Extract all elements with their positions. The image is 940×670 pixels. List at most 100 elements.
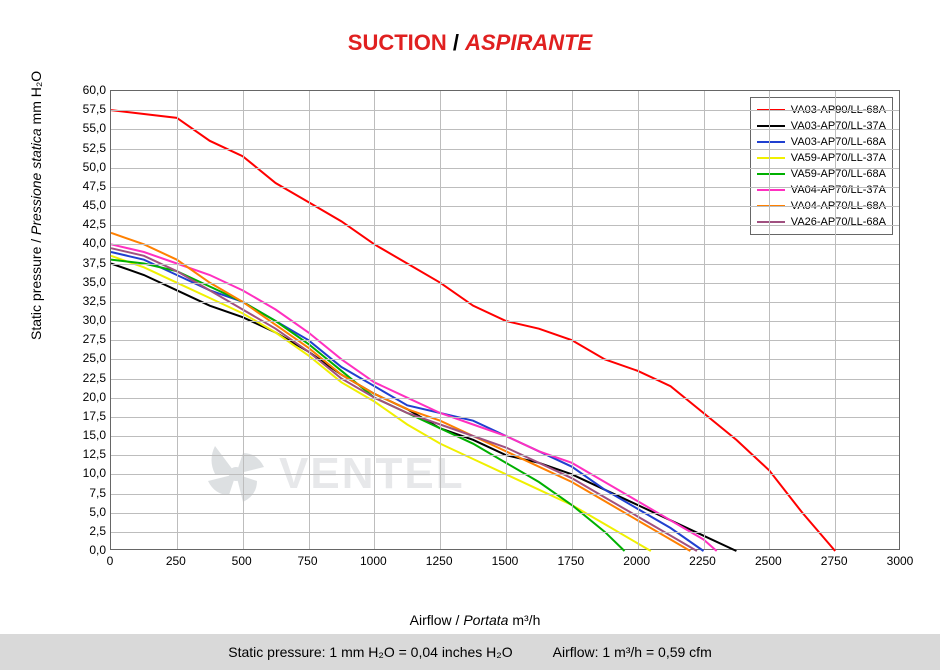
xlabel-italic: Portata <box>463 612 508 628</box>
gridline-v <box>177 91 178 549</box>
chart-area: Static pressure / Pressione statica mm H… <box>40 90 910 590</box>
legend-label: VA26-AP70/LL-68A <box>791 216 886 228</box>
y-tick: 55,0 <box>46 121 106 135</box>
legend: VA03-AP90/LL-68AVA03-AP70/LL-37AVA03-AP7… <box>750 97 893 235</box>
gridline-h <box>111 417 899 418</box>
gridline-h <box>111 340 899 341</box>
y-axis-label: Static pressure / Pressione statica mm H… <box>28 71 44 340</box>
x-tick: 3000 <box>887 554 914 568</box>
x-axis-label: Airflow / Portata m³/h <box>40 612 910 628</box>
gridline-v <box>309 91 310 549</box>
x-tick: 500 <box>232 554 252 568</box>
x-tick: 2500 <box>755 554 782 568</box>
x-tick: 1000 <box>360 554 387 568</box>
y-tick: 12,5 <box>46 447 106 461</box>
y-tick: 37,5 <box>46 256 106 270</box>
legend-row: VA26-AP70/LL-68A <box>757 214 886 230</box>
series-line <box>111 260 625 551</box>
y-tick: 17,5 <box>46 409 106 423</box>
gridline-v <box>638 91 639 549</box>
x-tick: 2000 <box>623 554 650 568</box>
footer-right: Airflow: 1 m³/h = 0,59 cfm <box>553 644 712 660</box>
legend-swatch <box>757 189 785 191</box>
gridline-h <box>111 302 899 303</box>
y-tick: 2,5 <box>46 524 106 538</box>
x-tick: 750 <box>297 554 317 568</box>
xlabel-unit: m³/h <box>508 612 540 628</box>
y-tick: 27,5 <box>46 332 106 346</box>
y-tick: 57,5 <box>46 102 106 116</box>
y-tick: 10,0 <box>46 466 106 480</box>
gridline-h <box>111 359 899 360</box>
title-sep: / <box>447 30 465 55</box>
gridline-v <box>243 91 244 549</box>
y-tick: 40,0 <box>46 236 106 250</box>
gridline-h <box>111 283 899 284</box>
gridline-h <box>111 321 899 322</box>
gridline-h <box>111 513 899 514</box>
legend-swatch <box>757 173 785 175</box>
y-tick: 22,5 <box>46 371 106 385</box>
y-tick: 32,5 <box>46 294 106 308</box>
x-tick: 1500 <box>492 554 519 568</box>
gridline-h <box>111 168 899 169</box>
series-line <box>111 264 736 552</box>
x-tick: 2250 <box>689 554 716 568</box>
gridline-v <box>572 91 573 549</box>
legend-label: VA03-AP70/LL-68A <box>791 136 886 148</box>
legend-row: VA59-AP70/LL-37A <box>757 150 886 166</box>
ylabel-italic: Pressione statica <box>28 128 44 235</box>
y-tick: 7,5 <box>46 486 106 500</box>
gridline-h <box>111 129 899 130</box>
legend-swatch <box>757 221 785 223</box>
gridline-h <box>111 398 899 399</box>
gridline-h <box>111 110 899 111</box>
gridline-h <box>111 149 899 150</box>
y-tick: 35,0 <box>46 275 106 289</box>
x-tick: 1750 <box>557 554 584 568</box>
legend-swatch <box>757 125 785 127</box>
ylabel-unit: mm H₂O <box>28 71 44 129</box>
xlabel-sep: / <box>452 612 464 628</box>
y-tick: 45,0 <box>46 198 106 212</box>
legend-label: VA04-AP70/LL-37A <box>791 184 886 196</box>
gridline-h <box>111 474 899 475</box>
x-tick: 2750 <box>821 554 848 568</box>
y-tick: 52,5 <box>46 141 106 155</box>
legend-label: VA59-AP70/LL-37A <box>791 152 886 164</box>
gridline-h <box>111 436 899 437</box>
y-tick: 50,0 <box>46 160 106 174</box>
gridline-v <box>704 91 705 549</box>
y-tick: 60,0 <box>46 83 106 97</box>
series-line <box>111 110 835 551</box>
gridline-v <box>440 91 441 549</box>
gridline-h <box>111 187 899 188</box>
title-italic: ASPIRANTE <box>465 30 592 55</box>
xlabel-regular: Airflow <box>410 612 452 628</box>
y-tick: 30,0 <box>46 313 106 327</box>
y-tick: 15,0 <box>46 428 106 442</box>
gridline-h <box>111 206 899 207</box>
legend-swatch <box>757 141 785 143</box>
title-regular: SUCTION <box>348 30 447 55</box>
ylabel-regular: Static pressure <box>28 247 44 340</box>
plot-region: VENTEL VA03-AP90/LL-68AVA03-AP70/LL-37AV… <box>110 90 900 550</box>
legend-row: VA03-AP70/LL-37A <box>757 118 886 134</box>
footer-left: Static pressure: 1 mm H₂O = 0,04 inches … <box>228 644 512 660</box>
x-tick: 0 <box>107 554 114 568</box>
y-tick: 0,0 <box>46 543 106 557</box>
y-tick: 47,5 <box>46 179 106 193</box>
gridline-v <box>835 91 836 549</box>
y-tick: 20,0 <box>46 390 106 404</box>
y-tick: 5,0 <box>46 505 106 519</box>
legend-row: VA04-AP70/LL-37A <box>757 182 886 198</box>
legend-swatch <box>757 157 785 159</box>
y-tick: 25,0 <box>46 351 106 365</box>
ylabel-sep: / <box>28 235 44 247</box>
gridline-h <box>111 379 899 380</box>
gridline-h <box>111 225 899 226</box>
gridline-h <box>111 455 899 456</box>
gridline-h <box>111 494 899 495</box>
chart-title: SUCTION / ASPIRANTE <box>0 0 940 56</box>
gridline-h <box>111 264 899 265</box>
